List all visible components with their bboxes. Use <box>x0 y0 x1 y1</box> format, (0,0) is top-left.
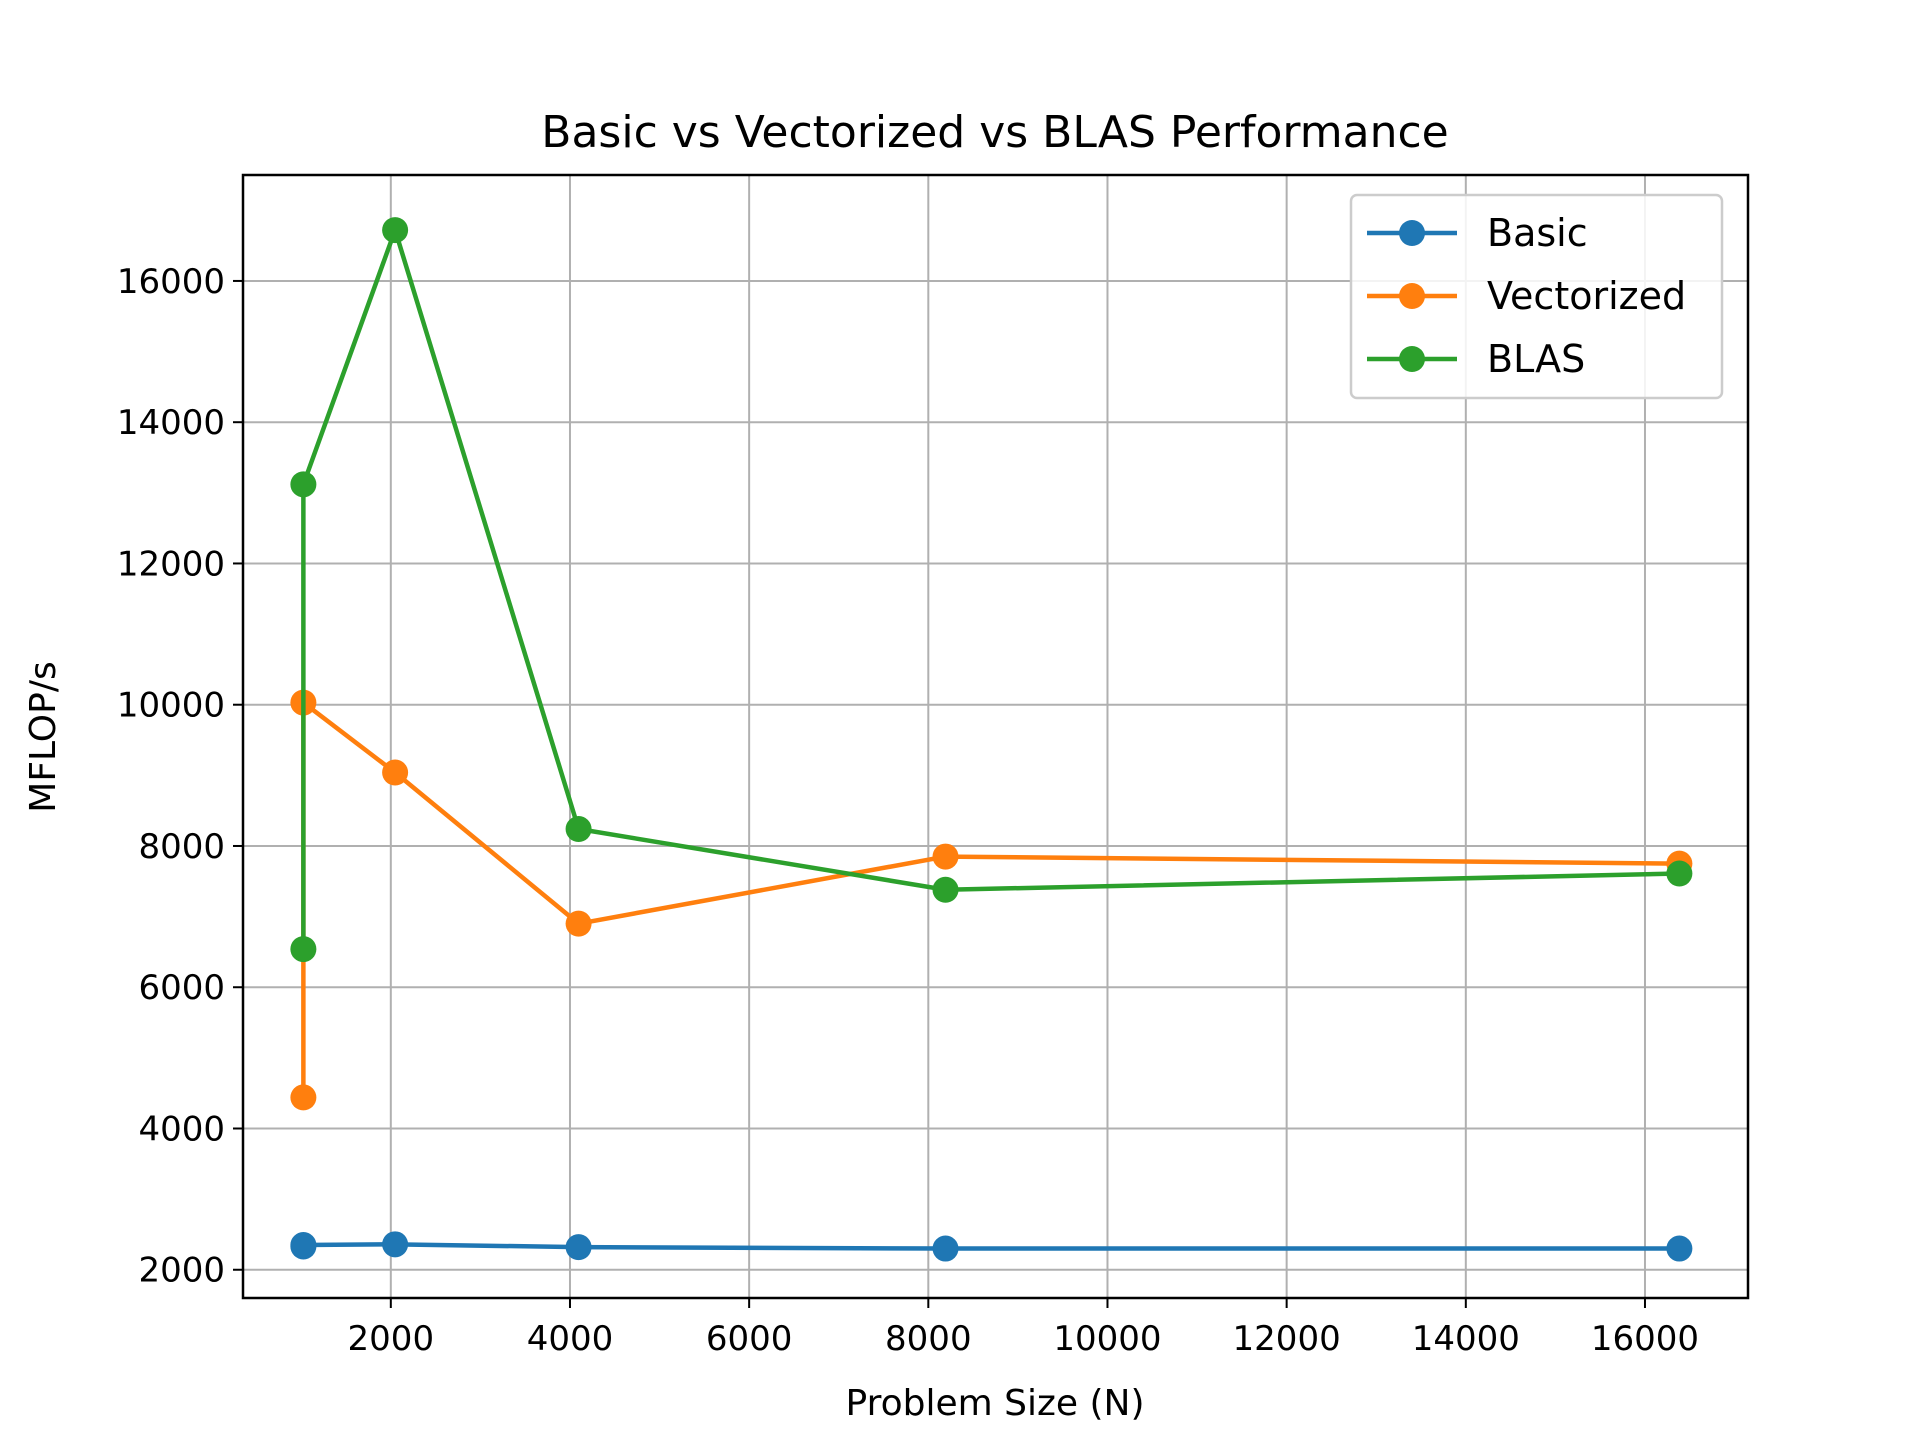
legend: Basic Vectorized BLAS <box>1349 193 1724 400</box>
legend-label-blas: BLAS <box>1487 337 1585 381</box>
x-tick-label: 14000 <box>1412 1319 1520 1359</box>
y-tick-label: 2000 <box>138 1251 225 1291</box>
legend-item-vectorized: Vectorized <box>1367 274 1686 318</box>
data-point-basic <box>1666 1235 1693 1262</box>
x-tick-label: 10000 <box>1053 1319 1161 1359</box>
y-tick-label: 8000 <box>138 827 225 867</box>
data-point-vectorized <box>932 843 959 870</box>
series-line-blas <box>301 227 1680 950</box>
x-tick-label: 16000 <box>1591 1319 1699 1359</box>
data-point-vectorized <box>290 1084 317 1111</box>
data-point-blas <box>290 471 317 498</box>
legend-box <box>1349 193 1724 400</box>
y-tick-label: 4000 <box>138 1109 225 1149</box>
y-tick-label: 16000 <box>117 262 225 302</box>
legend-label-basic: Basic <box>1487 211 1588 255</box>
legend-item-blas: BLAS <box>1367 337 1585 381</box>
x-tick-label: 8000 <box>885 1319 972 1359</box>
data-point-blas <box>290 936 317 963</box>
x-tick-label: 4000 <box>527 1319 614 1359</box>
data-point-vectorized <box>565 910 592 937</box>
y-tick-label: 14000 <box>117 403 225 443</box>
x-tick-label: 12000 <box>1233 1319 1341 1359</box>
y-tick-label: 6000 <box>138 968 225 1008</box>
legend-marker-vectorized <box>1399 283 1425 309</box>
data-point-blas <box>932 876 959 903</box>
series-layer <box>290 217 1693 1262</box>
y-axis-label: MFLOP/s <box>23 661 64 812</box>
y-tick-label: 12000 <box>117 544 225 584</box>
data-point-blas <box>1666 860 1693 887</box>
series-basic <box>290 1231 1693 1262</box>
series-blas <box>290 217 1693 963</box>
data-point-basic <box>565 1234 592 1261</box>
x-tick-label: 2000 <box>348 1319 435 1359</box>
legend-item-basic: Basic <box>1367 211 1588 255</box>
data-point-blas <box>382 217 409 244</box>
x-tick-label: 6000 <box>706 1319 793 1359</box>
legend-marker-basic <box>1399 220 1425 246</box>
x-axis-label: Problem Size (N) <box>846 1383 1145 1424</box>
chart-title: Basic vs Vectorized vs BLAS Performance <box>541 107 1448 158</box>
plot-frame <box>241 173 1750 1300</box>
data-point-basic <box>382 1231 409 1258</box>
legend-label-vectorized: Vectorized <box>1487 274 1686 318</box>
data-point-basic <box>932 1235 959 1262</box>
ticks: 2000 4000 6000 8000 10000 12000 14000 16000 2000… <box>117 262 1699 1359</box>
data-point-basic <box>290 1232 317 1259</box>
data-point-blas <box>565 816 592 843</box>
y-tick-label: 10000 <box>117 686 225 726</box>
legend-marker-blas <box>1399 346 1425 372</box>
data-point-vectorized <box>382 759 409 786</box>
